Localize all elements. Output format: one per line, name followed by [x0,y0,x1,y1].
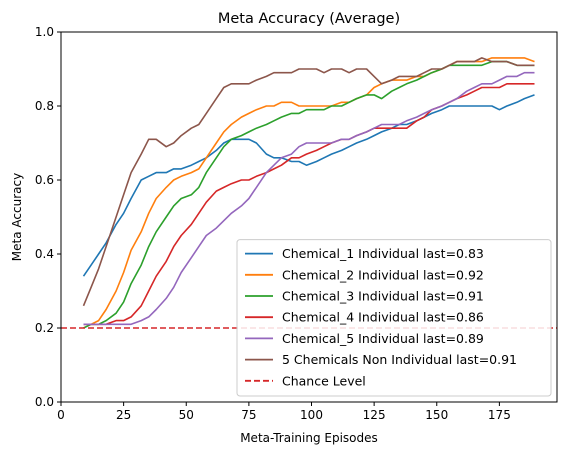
legend-label: 5 Chemicals Non Individual last=0.91 [282,352,517,367]
y-tick-label: 0.0 [35,395,54,409]
y-axis: 0.0 0.2 0.4 0.6 0.8 1.0 [35,25,61,409]
x-tick-label: 100 [300,408,323,422]
x-tick-label: 125 [363,408,386,422]
series-line-6 [82,57,535,307]
legend-label: Chance Level [282,373,366,388]
y-tick-label: 1.0 [35,25,54,39]
legend-label: Chemical_4 Individual last=0.86 [282,310,484,325]
x-axis: 0 25 50 75 100 125 150 175 [57,402,511,422]
y-tick-label: 0.4 [35,247,54,261]
series-line-1 [82,94,535,277]
x-axis-label: Meta-Training Episodes [240,431,378,445]
legend-label: Chemical_2 Individual last=0.92 [282,267,484,282]
series-line-3 [83,60,535,329]
series-line-5 [83,71,535,326]
x-tick-label: 175 [488,408,511,422]
x-tick-label: 0 [57,408,65,422]
plot-area [61,57,557,329]
legend-label: Chemical_3 Individual last=0.91 [282,289,484,304]
x-tick-label: 50 [179,408,194,422]
plot-frame [60,31,558,403]
legend-label: Chemical_5 Individual last=0.89 [282,331,484,346]
legend-box [236,239,552,397]
y-axis-label: Meta Accuracy [10,173,24,261]
y-tick-label: 0.2 [35,321,54,335]
legend-label: Chemical_1 Individual last=0.83 [282,246,484,261]
y-tick-label: 0.8 [35,99,54,113]
x-tick-label: 25 [116,408,131,422]
legend: Chemical_1 Individual last=0.83 Chemical_… [236,239,552,397]
x-tick-label: 75 [241,408,256,422]
x-tick-label: 150 [425,408,448,422]
y-tick-label: 0.6 [35,173,54,187]
chart-title: Meta Accuracy (Average) [218,11,400,27]
